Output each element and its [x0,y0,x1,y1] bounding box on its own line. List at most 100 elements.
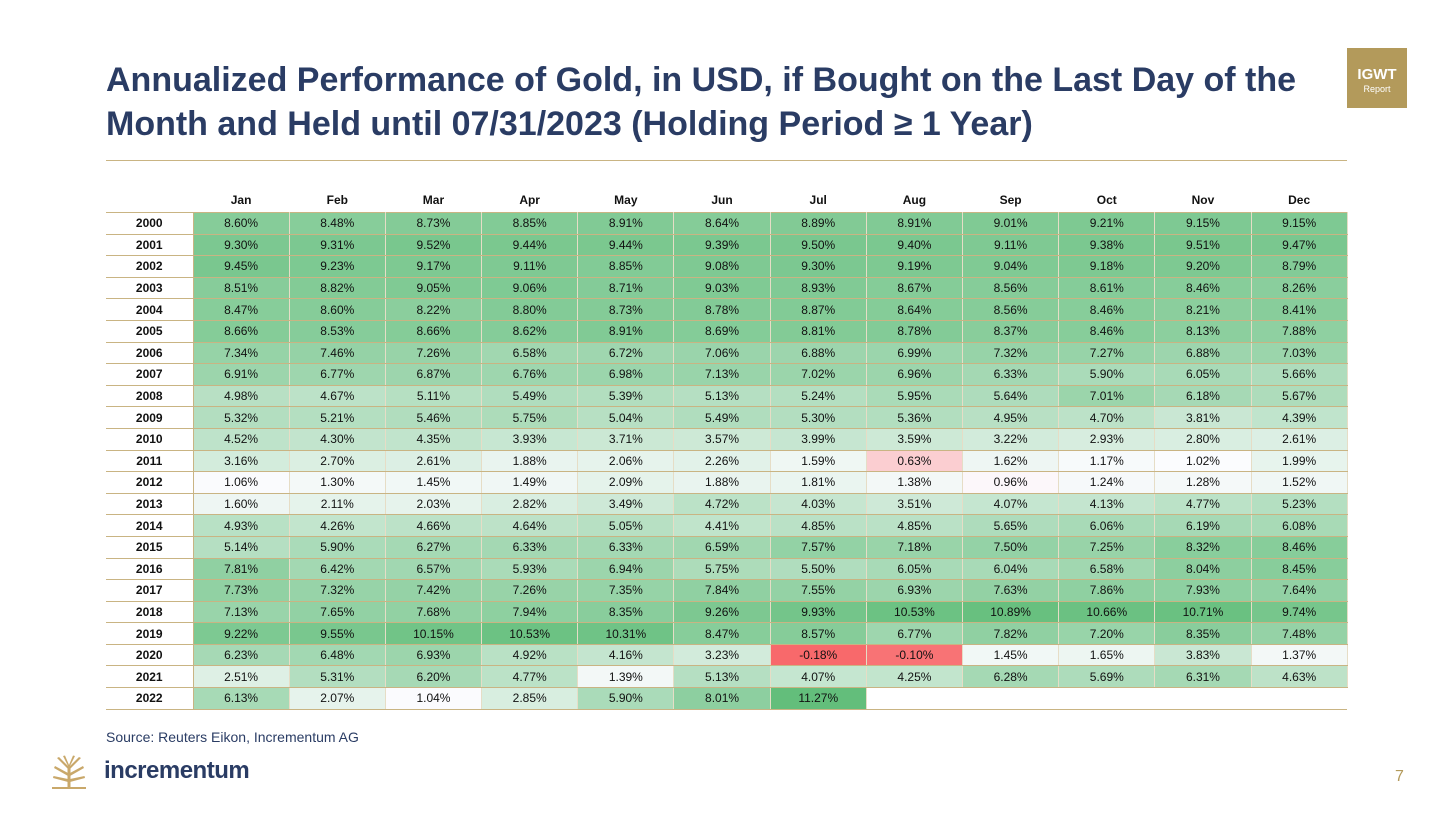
heatmap-cell: 4.72% [673,493,771,516]
heatmap-cell: 0.96% [962,471,1060,494]
heatmap-cell: 4.70% [1058,406,1156,429]
row-label-year: 2002 [106,255,194,278]
heatmap-cell: 4.25% [866,665,964,689]
heatmap-cell: 7.01% [1058,385,1156,408]
heatmap-cell: 4.85% [770,514,867,537]
heatmap-cell: 1.45% [385,471,483,494]
heatmap-cell: 4.66% [385,514,483,537]
heatmap-cell: 8.47% [673,622,771,645]
heatmap-cell: 8.85% [577,255,675,278]
heatmap-cell: 7.03% [1251,342,1348,365]
header-corner [106,188,193,213]
row-label-year: 2017 [106,579,194,602]
title-line-2: Month and Held until 07/31/2023 (Holding… [106,105,1033,143]
table-row: 2020 6.23% 6.48% 6.93% 4.92% 4.16% 3.23% -0.18%… [106,644,1348,667]
heatmap-cell: 1.45% [962,644,1060,667]
heatmap-cell: 4.39% [1251,406,1348,429]
heatmap-cell: 6.06% [1058,514,1156,537]
heatmap-cell: 6.13% [193,687,290,710]
heatmap-cell: 2.82% [481,493,579,516]
heatmap-cell: 8.41% [1251,298,1348,321]
heatmap-cell: 4.77% [481,665,579,689]
heatmap-cell: 4.16% [577,644,675,667]
heatmap-cell: 9.06% [481,277,579,300]
heatmap-cell: 4.63% [1251,665,1348,689]
heatmap-cell: 7.20% [1058,622,1156,645]
heatmap-cell: 5.30% [770,406,867,429]
heatmap-cell: 6.87% [385,363,483,386]
heatmap-cell: 1.88% [481,450,579,473]
heatmap-cell: 5.95% [866,385,964,408]
heatmap-cell: 9.47% [1251,234,1348,257]
heatmap-cell: 5.69% [1058,665,1156,689]
heatmap-cell: 2.61% [1251,428,1348,451]
empty-cell [1251,687,1348,710]
table-row: 2006 7.34% 7.46% 7.26% 6.58% 6.72% 7.06% 6.88% 6… [106,342,1348,365]
heatmap-cell: 6.08% [1251,514,1348,537]
heatmap-cell: 6.42% [289,558,386,581]
heatmap-cell: 7.25% [1058,536,1156,559]
heatmap-cell: 7.63% [962,579,1060,602]
table-row: 2001 9.30% 9.31% 9.52% 9.44% 9.44% 9.39% 9.50% 9… [106,234,1348,257]
heatmap-cell: 5.31% [289,665,386,689]
heatmap-cell: 5.93% [481,558,579,581]
heatmap-cell: 2.93% [1058,428,1156,451]
heatmap-cell: 9.15% [1154,212,1252,235]
heatmap-cell: 8.81% [770,320,867,343]
row-label-year: 2005 [106,320,194,343]
heatmap-cell: 3.71% [577,428,675,451]
heatmap-cell: 9.50% [770,234,867,257]
heatmap-cell: 5.50% [770,558,867,581]
heatmap-cell: 3.59% [866,428,964,451]
heatmap-cell: 3.16% [193,450,290,473]
table-row: 2011 3.16% 2.70% 2.61% 1.88% 2.06% 2.26% 1.59% 0… [106,450,1348,473]
heatmap-cell: 6.57% [385,558,483,581]
heatmap-cell: 6.58% [1058,558,1156,581]
heatmap-cell: 6.99% [866,342,964,365]
heatmap-cell: 10.53% [481,622,579,645]
heatmap-cell: 8.93% [770,277,867,300]
performance-heatmap-table: Jan Feb Mar Apr May Jun Jul Aug Sep Oct Nov Dec 200… [106,188,1348,710]
heatmap-cell: 2.51% [193,665,290,689]
heatmap-cell: 8.53% [289,320,386,343]
heatmap-cell: 6.96% [866,363,964,386]
heatmap-cell: 5.32% [193,406,290,429]
heatmap-cell: 1.99% [1251,450,1348,473]
heatmap-cell: 2.85% [481,687,579,710]
heatmap-cell: 7.84% [673,579,771,602]
heatmap-cell: 4.67% [289,385,386,408]
heatmap-cell: -0.10% [866,644,964,667]
heatmap-cell: 7.64% [1251,579,1348,602]
heatmap-cell: 7.06% [673,342,771,365]
heatmap-cell: 3.51% [866,493,964,516]
table-row: 2019 9.22% 9.55% 10.15% 10.53% 10.31% 8.47% 8.5… [106,622,1348,645]
table-row: 2004 8.47% 8.60% 8.22% 8.80% 8.73% 8.78% 8.87% 8… [106,298,1348,321]
row-label-year: 2012 [106,471,194,494]
heatmap-cell: 7.93% [1154,579,1252,602]
heatmap-cell: 6.33% [577,536,675,559]
table-row: 2021 2.51% 5.31% 6.20% 4.77% 1.39% 5.13% 4.07% 4… [106,665,1348,689]
heatmap-cell: 6.93% [866,579,964,602]
empty-cell [1154,687,1252,710]
heatmap-cell: 1.39% [577,665,675,689]
heatmap-cell: 4.13% [1058,493,1156,516]
heatmap-cell: 8.56% [962,277,1060,300]
heatmap-cell: 8.37% [962,320,1060,343]
heatmap-cell: 8.04% [1154,558,1252,581]
column-header-sep: Sep [999,193,1022,207]
row-label-year: 2004 [106,298,194,321]
heatmap-cell: 7.86% [1058,579,1156,602]
heatmap-cell: 1.24% [1058,471,1156,494]
heatmap-cell: 1.37% [1251,644,1348,667]
heatmap-cell: 3.99% [770,428,867,451]
heatmap-cell: 6.33% [962,363,1060,386]
heatmap-cell: 7.18% [866,536,964,559]
heatmap-cell: 6.58% [481,342,579,365]
table-row: 2002 9.45% 9.23% 9.17% 9.11% 8.85% 9.08% 9.30% 9… [106,255,1348,278]
heatmap-cell: 9.74% [1251,601,1348,624]
heatmap-cell: 5.36% [866,406,964,429]
empty-cell [866,687,963,710]
heatmap-cell: 6.59% [673,536,771,559]
row-label-year: 2009 [106,406,194,429]
table-row: 2000 8.60% 8.48% 8.73% 8.85% 8.91% 8.64% 8.89% 8… [106,212,1348,235]
